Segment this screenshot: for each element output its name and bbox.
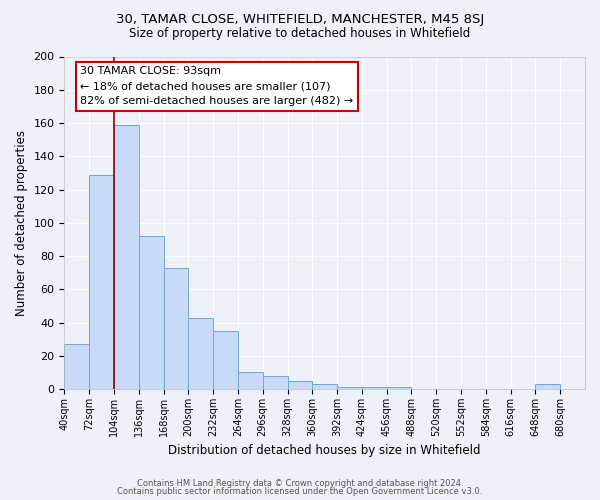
Bar <box>89 174 114 389</box>
Y-axis label: Number of detached properties: Number of detached properties <box>15 130 28 316</box>
Bar <box>213 331 238 389</box>
Bar <box>114 124 139 389</box>
Text: Contains public sector information licensed under the Open Government Licence v3: Contains public sector information licen… <box>118 487 482 496</box>
Bar <box>337 388 362 389</box>
Text: Size of property relative to detached houses in Whitefield: Size of property relative to detached ho… <box>130 28 470 40</box>
X-axis label: Distribution of detached houses by size in Whitefield: Distribution of detached houses by size … <box>169 444 481 458</box>
Bar <box>535 384 560 389</box>
Bar <box>386 388 412 389</box>
Bar <box>362 388 386 389</box>
Bar <box>139 236 164 389</box>
Bar <box>164 268 188 389</box>
Bar <box>263 376 287 389</box>
Bar <box>287 380 313 389</box>
Text: 30 TAMAR CLOSE: 93sqm
← 18% of detached houses are smaller (107)
82% of semi-det: 30 TAMAR CLOSE: 93sqm ← 18% of detached … <box>80 66 353 106</box>
Bar <box>64 344 89 389</box>
Text: Contains HM Land Registry data © Crown copyright and database right 2024.: Contains HM Land Registry data © Crown c… <box>137 478 463 488</box>
Text: 30, TAMAR CLOSE, WHITEFIELD, MANCHESTER, M45 8SJ: 30, TAMAR CLOSE, WHITEFIELD, MANCHESTER,… <box>116 12 484 26</box>
Bar <box>313 384 337 389</box>
Bar <box>238 372 263 389</box>
Bar <box>188 318 213 389</box>
